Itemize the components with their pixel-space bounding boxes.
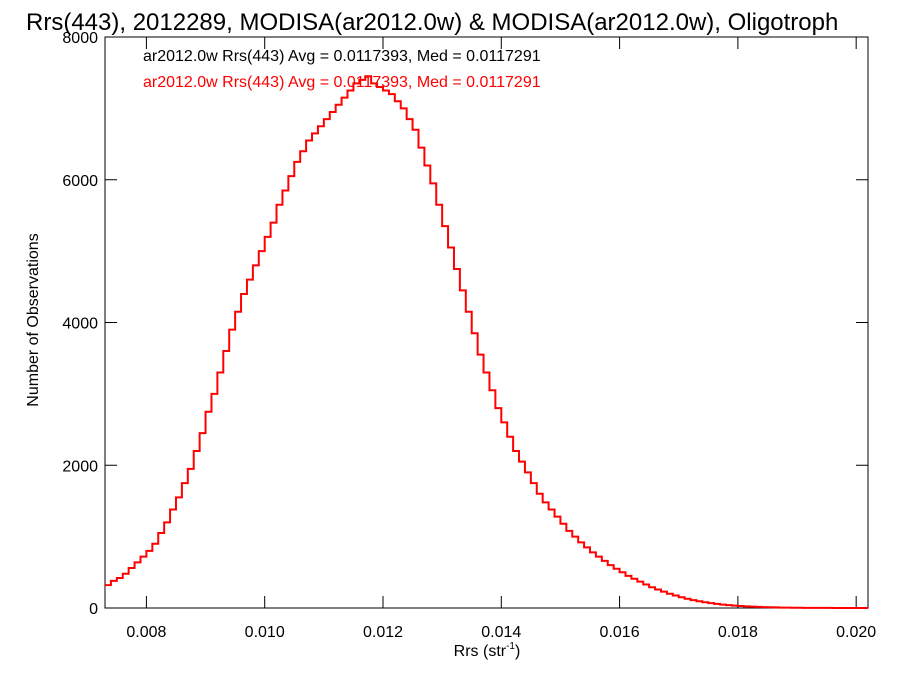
y-tick-label: 6000 — [62, 173, 98, 190]
histogram-series-line — [105, 75, 868, 609]
x-tick-label: 0.014 — [481, 624, 521, 641]
y-axis: 0 2000 4000 6000 8000 — [62, 30, 868, 618]
legend-entry: ar2012.0w Rrs(443) Avg = 0.0117393, Med … — [143, 48, 541, 65]
x-axis: 0.008 0.010 0.012 0.014 0.016 0.018 0.020 — [126, 37, 876, 641]
x-axis-label-main: Rrs (str — [454, 643, 507, 660]
plot-frame-group — [104, 36, 869, 609]
x-axis-label: Rrs (str-1) — [454, 641, 521, 660]
x-tick-label: 0.012 — [363, 624, 403, 641]
x-tick-label: 0.020 — [836, 624, 876, 641]
y-axis-label: Number of Observations — [25, 233, 42, 406]
x-axis-label-superscript: -1 — [506, 641, 515, 652]
series-group — [105, 75, 868, 609]
y-tick-label: 4000 — [62, 316, 98, 333]
legend-entry: ar2012.0w Rrs(443) Avg = 0.0117393, Med … — [143, 74, 541, 91]
y-tick-label: 8000 — [62, 30, 98, 47]
y-tick-label: 0 — [89, 601, 98, 618]
x-tick-label: 0.010 — [245, 624, 285, 641]
plot-frame — [104, 36, 869, 609]
x-tick-label: 0.016 — [600, 624, 640, 641]
x-tick-label: 0.018 — [718, 624, 758, 641]
chart-title: Rrs(443), 2012289, MODISA(ar2012.0w) & M… — [26, 9, 838, 36]
x-axis-label-end: ) — [515, 643, 520, 660]
y-tick-label: 2000 — [62, 458, 98, 475]
x-tick-label: 0.008 — [126, 624, 166, 641]
legend: ar2012.0w Rrs(443) Avg = 0.0117393, Med … — [143, 48, 541, 91]
